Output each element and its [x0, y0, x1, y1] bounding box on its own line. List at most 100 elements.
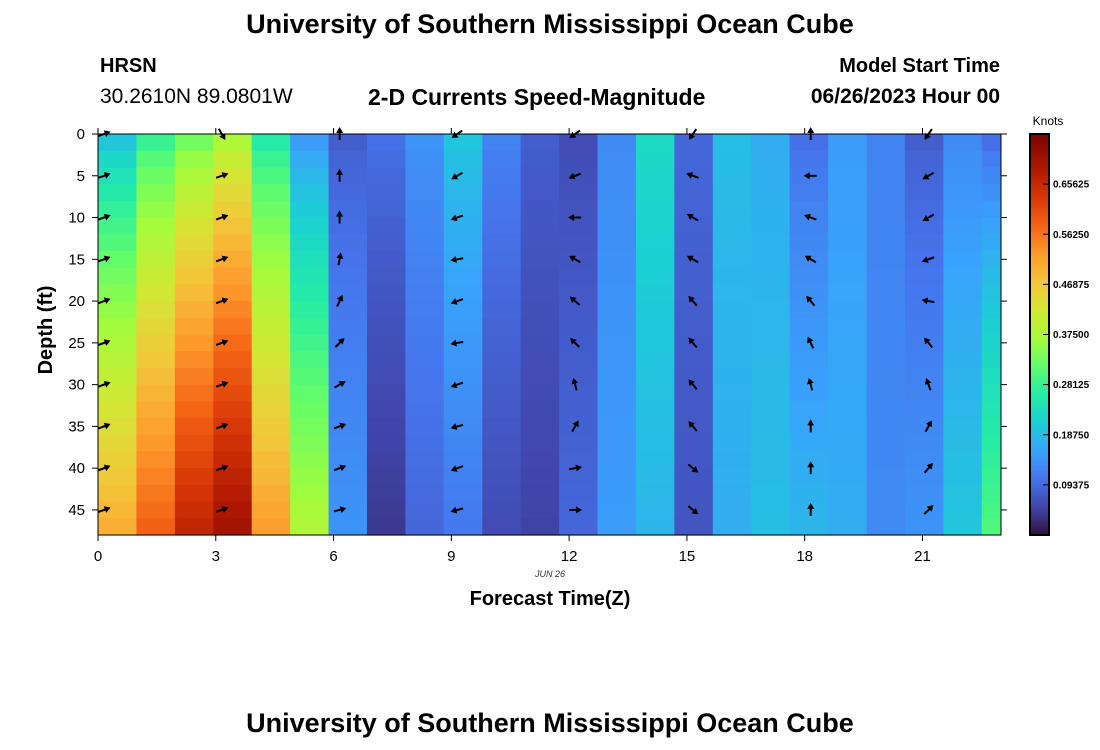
heatmap-cell [174, 267, 214, 285]
heatmap-cell [597, 518, 637, 536]
x-tick-label: 12 [561, 548, 578, 565]
heatmap-cell [366, 317, 407, 336]
heatmap-cell [405, 468, 445, 486]
heatmap-cell [943, 150, 983, 169]
heatmap-cell [559, 200, 599, 219]
heatmap-cell [482, 167, 522, 185]
heatmap-cell [981, 468, 1001, 486]
heatmap-cell [251, 334, 291, 352]
x-tick-label: 21 [914, 548, 931, 565]
heatmap-cell [136, 384, 176, 402]
heatmap-cell [904, 484, 944, 503]
heatmap-cell [405, 484, 445, 503]
heatmap-cell [635, 167, 675, 185]
heatmap-cell [366, 367, 407, 386]
direction-arrow [215, 422, 229, 430]
heatmap-cell [520, 301, 560, 319]
heatmap-cell [251, 401, 291, 419]
heatmap-cell [290, 351, 330, 369]
heatmap-cell [98, 418, 138, 436]
heatmap-cell [213, 217, 253, 235]
heatmap-cell [789, 150, 829, 169]
heatmap-cell [213, 501, 253, 519]
heatmap-cell [98, 284, 138, 302]
direction-arrow [922, 171, 935, 180]
heatmap-cell [405, 250, 445, 269]
arrow-head [103, 380, 111, 388]
heatmap-cell [405, 401, 445, 419]
heatmap-cell [981, 134, 1001, 152]
direction-arrow [688, 295, 698, 307]
heatmap-cell [712, 384, 752, 402]
heatmap-cell [328, 484, 368, 503]
arrow-head [570, 337, 577, 345]
heatmap-cell [174, 484, 214, 503]
heatmap-cell [943, 384, 983, 402]
arrow-head [221, 422, 229, 430]
heatmap-cell [251, 518, 291, 536]
heatmap-cell [789, 134, 829, 152]
heatmap-cell [174, 418, 214, 436]
heatmap-cell [213, 167, 253, 185]
heatmap-cell [866, 250, 906, 269]
heatmap-cell [443, 167, 483, 185]
heatmap-cell [981, 334, 1001, 352]
heatmap-cell [751, 418, 791, 436]
heatmap-cell [981, 284, 1001, 302]
arrow-head [924, 337, 931, 345]
heatmap-cell [712, 501, 752, 519]
heatmap-cell [251, 384, 291, 402]
heatmap-cell [866, 518, 906, 536]
heatmap-cell [674, 484, 714, 503]
chart-title: University of Southern Mississippi Ocean… [246, 9, 854, 39]
heatmap-cell [366, 184, 407, 202]
heatmap-cell [674, 401, 714, 419]
heatmap-cell [520, 317, 560, 336]
heatmap-cell [174, 501, 214, 519]
heatmap-cell [828, 284, 868, 302]
heatmap-cell [635, 401, 675, 419]
heatmap-cell [136, 334, 176, 352]
heatmap-cell [751, 518, 791, 536]
heatmap-cell [482, 451, 522, 469]
heatmap-cell [789, 284, 829, 302]
heatmap-cell [866, 167, 906, 185]
heatmap-cell [482, 284, 522, 302]
direction-arrow [804, 213, 817, 221]
heatmap-cell [981, 200, 1001, 219]
heatmap-cell [597, 317, 637, 336]
heatmap-cell [674, 200, 714, 219]
heatmap-cell [981, 150, 1001, 169]
heatmap-cell [290, 418, 330, 436]
heatmap-cell [674, 367, 714, 386]
heatmap-cell [943, 317, 983, 336]
heatmap-cell [443, 384, 483, 402]
arrow-head [804, 213, 811, 221]
heatmap-cell [828, 184, 868, 202]
heatmap-cell [443, 367, 483, 386]
heatmap-cell [712, 150, 752, 169]
arrow-head [807, 377, 814, 385]
heatmap-cell [635, 367, 675, 386]
heatmap-cell [520, 167, 560, 185]
heatmap-cell [751, 200, 791, 219]
heatmap-cell [904, 150, 944, 169]
heatmap-cell [443, 267, 483, 285]
heatmap-cell [635, 484, 675, 503]
heatmap-cell [136, 184, 176, 202]
heatmap-cell [213, 384, 253, 402]
heatmap-cell [559, 334, 599, 352]
heatmap-cell [981, 250, 1001, 269]
heatmap-cell [712, 451, 752, 469]
heatmap-cell [981, 484, 1001, 503]
heatmap-cell [443, 418, 483, 436]
heatmap-cell [443, 134, 483, 152]
y-tick-label: 10 [68, 210, 85, 227]
heatmap-cell [136, 267, 176, 285]
heatmap-cell [904, 334, 944, 352]
heatmap-cell [136, 418, 176, 436]
heatmap-cell [751, 451, 791, 469]
heatmap-cell [328, 267, 368, 285]
direction-arrow [333, 381, 346, 389]
direction-arrow [921, 297, 935, 305]
